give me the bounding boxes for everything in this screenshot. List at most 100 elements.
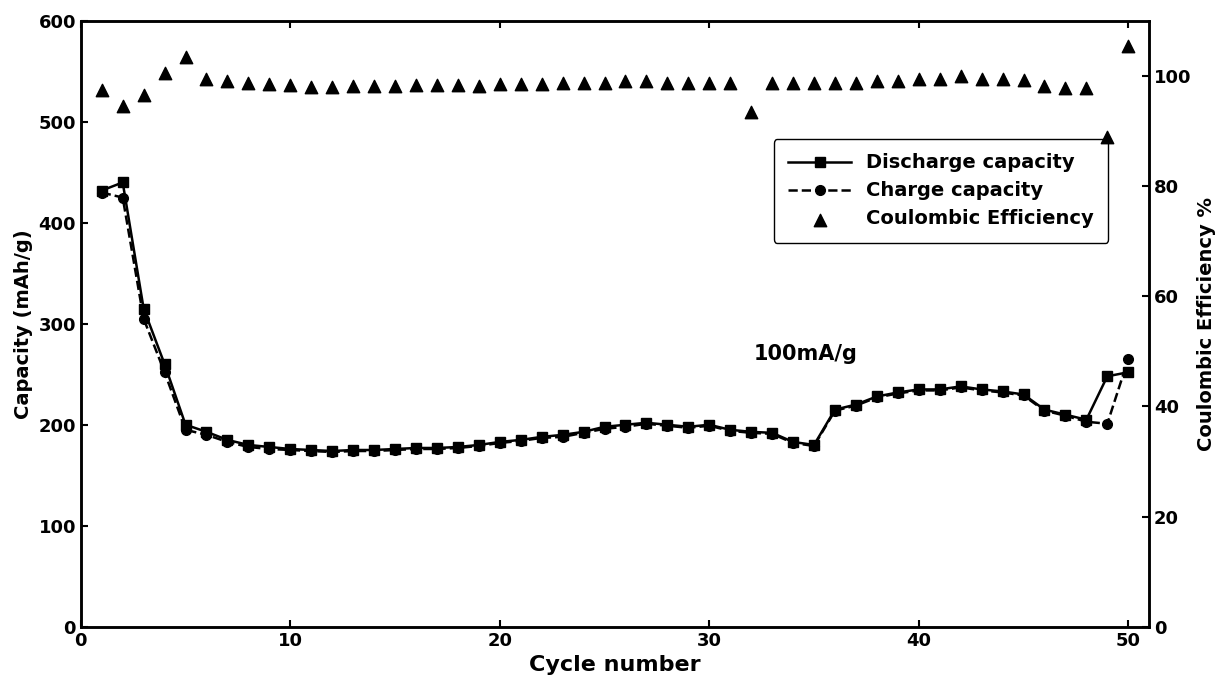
Coulombic Efficiency [364,81,384,92]
Coulombic Efficiency [1118,40,1138,51]
Discharge capacity [597,422,611,431]
Discharge capacity [661,420,675,429]
Coulombic Efficiency [280,80,300,91]
Coulombic Efficiency [343,81,363,92]
Discharge capacity [932,385,947,393]
Charge capacity [1100,420,1114,428]
Discharge capacity [116,178,130,187]
Coulombic Efficiency [846,77,866,88]
Discharge capacity [1037,406,1052,414]
Charge capacity [534,434,549,442]
Discharge capacity [283,445,298,453]
Charge capacity [702,422,717,430]
Discharge capacity [995,387,1010,395]
Charge capacity [974,387,989,395]
Discharge capacity [408,444,423,452]
Coulombic Efficiency [134,90,154,101]
Line: Discharge capacity: Discharge capacity [97,178,1133,456]
Charge capacity [116,194,130,202]
Charge capacity [828,407,843,415]
Charge capacity [137,315,151,323]
Discharge capacity [1100,372,1114,380]
Charge capacity [995,389,1010,397]
Coulombic Efficiency [469,81,488,92]
Charge capacity [95,188,109,196]
Coulombic Efficiency [700,77,720,88]
Charge capacity [178,426,193,434]
Coulombic Efficiency [1097,131,1117,142]
Coulombic Efficiency [594,77,614,88]
Discharge capacity [555,431,569,439]
Charge capacity [932,387,947,395]
Charge capacity [199,431,214,439]
Charge capacity [450,444,465,452]
Discharge capacity [157,360,172,369]
Discharge capacity [137,305,151,313]
Charge capacity [262,445,277,453]
Coulombic Efficiency [784,77,803,88]
Charge capacity [786,439,801,447]
Discharge capacity [723,426,738,434]
Charge capacity [619,422,633,431]
Charge capacity [1079,418,1093,426]
Coulombic Efficiency [218,76,237,87]
Discharge capacity [1121,368,1135,376]
Coulombic Efficiency [909,73,929,84]
Discharge capacity [220,435,235,444]
Discharge capacity [911,385,926,393]
Charge capacity [471,442,486,450]
Charge capacity [367,447,381,455]
Coulombic Efficiency [385,81,405,92]
Charge capacity [304,447,319,455]
Coulombic Efficiency [260,79,279,90]
Discharge capacity [953,382,968,391]
Coulombic Efficiency [239,77,258,88]
Charge capacity [1058,411,1073,420]
Charge capacity [492,439,507,447]
Discharge capacity [304,446,319,454]
Discharge capacity [387,445,402,453]
Discharge capacity [744,428,759,436]
Coulombic Efficiency [888,76,908,87]
Coulombic Efficiency [176,51,196,62]
Charge capacity [576,429,590,437]
Discharge capacity [241,441,256,449]
Discharge capacity [849,400,863,409]
Charge capacity [661,422,675,430]
Coulombic Efficiency [301,81,321,92]
Charge capacity [807,442,822,450]
Coulombic Efficiency [573,77,593,88]
Y-axis label: Coulombic Efficiency %: Coulombic Efficiency % [1197,197,1216,451]
Coulombic Efficiency [1076,83,1096,94]
Discharge capacity [765,429,780,437]
Coulombic Efficiency [113,101,133,112]
Discharge capacity [891,389,905,397]
Charge capacity [325,448,339,456]
Discharge capacity [429,444,444,452]
Charge capacity [220,438,235,446]
Discharge capacity [325,447,339,455]
Discharge capacity [534,433,549,441]
Charge capacity [513,437,528,445]
Charge capacity [1016,391,1031,400]
Charge capacity [555,433,569,441]
Line: Charge capacity: Charge capacity [97,187,1133,457]
Coulombic Efficiency [1055,83,1075,94]
Discharge capacity [619,420,633,429]
Y-axis label: Capacity (mAh/g): Capacity (mAh/g) [14,229,33,419]
Coulombic Efficiency [825,77,845,88]
Coulombic Efficiency [721,77,740,88]
Discharge capacity [471,441,486,449]
Coulombic Efficiency [1014,75,1033,86]
Discharge capacity [450,443,465,451]
Discharge capacity [640,419,654,427]
Charge capacity [1121,355,1135,363]
Charge capacity [283,446,298,454]
Charge capacity [765,430,780,438]
Charge capacity [241,443,256,451]
X-axis label: Cycle number: Cycle number [529,655,701,675]
Charge capacity [744,429,759,437]
Discharge capacity [513,435,528,444]
Coulombic Efficiency [1034,81,1054,92]
Charge capacity [891,389,905,398]
